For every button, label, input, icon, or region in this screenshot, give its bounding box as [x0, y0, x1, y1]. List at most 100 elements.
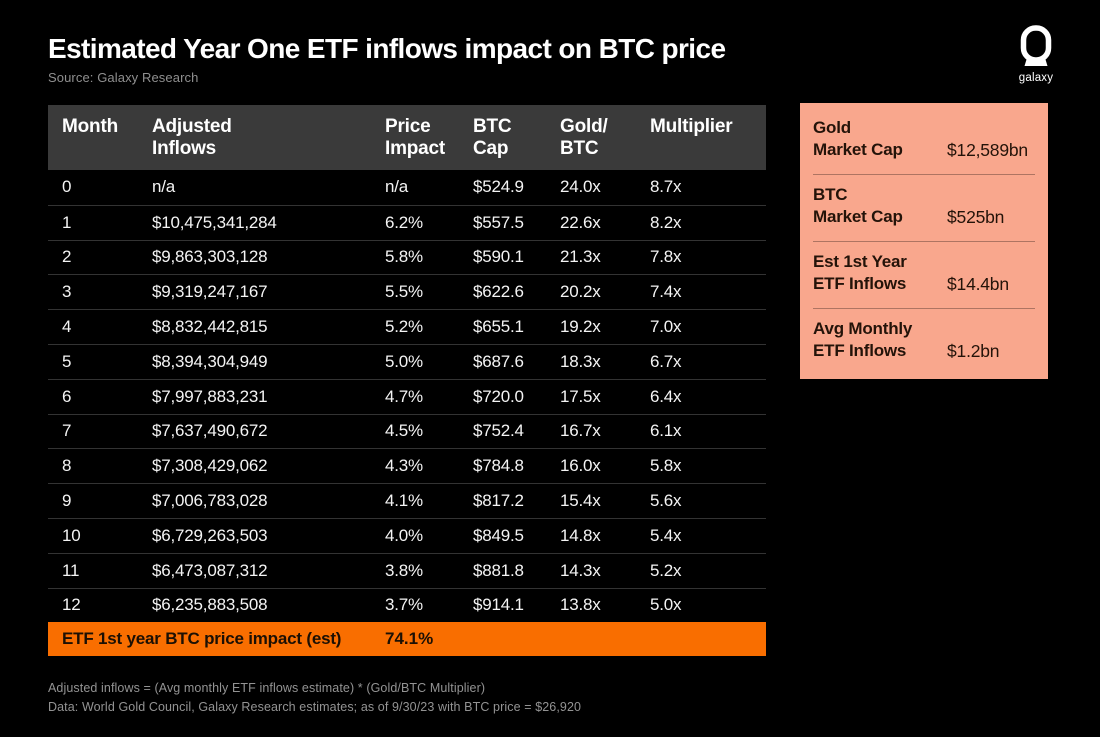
cell-multiplier: 6.1x: [650, 421, 682, 441]
summary-value: 74.1%: [385, 629, 434, 649]
cell-gold-btc: 20.2x: [560, 282, 601, 302]
cell-multiplier: 8.2x: [650, 212, 682, 232]
column-header-price-impact: Price Impact: [385, 116, 446, 159]
column-header-month: Month: [62, 116, 118, 137]
stat-value: $525bn: [947, 207, 1005, 227]
cell-price-impact: 4.1%: [385, 491, 423, 511]
table-row: 12 $6,235,883,508 3.7% $914.1 13.8x 5.0x: [48, 587, 766, 623]
cell-multiplier: 5.8x: [650, 456, 682, 476]
column-header-gold-btc: Gold/ BTC: [560, 116, 608, 159]
stat-value: $1.2bn: [947, 341, 1000, 361]
table-row: 10 $6,729,263,503 4.0% $849.5 14.8x 5.4x: [48, 517, 766, 553]
cell-price-impact: 5.5%: [385, 282, 423, 302]
page-title: Estimated Year One ETF inflows impact on…: [48, 33, 726, 64]
cell-adjusted-inflows: $6,729,263,503: [152, 525, 268, 545]
cell-btc-cap: $524.9: [473, 177, 524, 197]
galaxy-logo: galaxy: [1008, 25, 1064, 84]
cell-btc-cap: $720.0: [473, 386, 524, 406]
cell-gold-btc: 19.2x: [560, 317, 601, 337]
cell-multiplier: 7.0x: [650, 317, 682, 337]
cell-multiplier: 5.2x: [650, 560, 682, 580]
cell-adjusted-inflows: $10,475,341,284: [152, 212, 277, 232]
cell-multiplier: 8.7x: [650, 177, 682, 197]
cell-btc-cap: $784.8: [473, 456, 524, 476]
table-row: 3 $9,319,247,167 5.5% $622.6 20.2x 7.4x: [48, 274, 766, 310]
table-row: 11 $6,473,087,312 3.8% $881.8 14.3x 5.2x: [48, 552, 766, 588]
stat-label: Avg Monthly ETF Inflows: [813, 319, 913, 360]
cell-btc-cap: $849.5: [473, 525, 524, 545]
inflows-table: Month Adjusted Inflows Price Impact BTC Cap…: [48, 105, 766, 657]
footnote-line: Adjusted inflows = (Avg monthly ETF infl…: [48, 681, 486, 695]
cell-btc-cap: $817.2: [473, 491, 524, 511]
cell-multiplier: 5.4x: [650, 525, 682, 545]
cell-adjusted-inflows: $7,308,429,062: [152, 456, 268, 476]
cell-multiplier: 6.4x: [650, 386, 682, 406]
cell-multiplier: 7.4x: [650, 282, 682, 302]
cell-btc-cap: $590.1: [473, 247, 524, 267]
cell-month: 10: [62, 525, 81, 545]
cell-price-impact: 5.2%: [385, 317, 423, 337]
table-row: 5 $8,394,304,949 5.0% $687.6 18.3x 6.7x: [48, 343, 766, 379]
cell-gold-btc: 18.3x: [560, 351, 601, 371]
cell-btc-cap: $655.1: [473, 317, 524, 337]
stat-item: Est 1st Year ETF Inflows $14.4bn: [813, 241, 1035, 308]
cell-gold-btc: 16.0x: [560, 456, 601, 476]
stat-value: $12,589bn: [947, 140, 1028, 160]
cell-month: 9: [62, 491, 72, 511]
cell-month: 3: [62, 282, 72, 302]
column-header-btc-cap: BTC Cap: [473, 116, 512, 159]
cell-btc-cap: $881.8: [473, 560, 524, 580]
cell-adjusted-inflows: n/a: [152, 177, 176, 197]
cell-gold-btc: 14.8x: [560, 525, 601, 545]
galaxy-helmet-icon: [1008, 25, 1064, 69]
cell-gold-btc: 13.8x: [560, 595, 601, 615]
cell-gold-btc: 24.0x: [560, 177, 601, 197]
table-body: 0 n/a n/a $524.9 24.0x 8.7x 1 $10,475,341,284 6.…: [48, 170, 766, 623]
cell-multiplier: 6.7x: [650, 351, 682, 371]
cell-month: 6: [62, 386, 72, 406]
cell-price-impact: 4.7%: [385, 386, 423, 406]
cell-gold-btc: 17.5x: [560, 386, 601, 406]
cell-btc-cap: $914.1: [473, 595, 524, 615]
cell-gold-btc: 22.6x: [560, 212, 601, 232]
cell-price-impact: 4.3%: [385, 456, 423, 476]
table-header-row: Month Adjusted Inflows Price Impact BTC Cap…: [48, 105, 766, 170]
cell-price-impact: 5.0%: [385, 351, 423, 371]
summary-row: ETF 1st year BTC price impact (est) 74.1…: [48, 622, 766, 657]
footnotes: Adjusted inflows = (Avg monthly ETF infl…: [48, 679, 581, 716]
cell-adjusted-inflows: $7,997,883,231: [152, 386, 268, 406]
cell-gold-btc: 14.3x: [560, 560, 601, 580]
cell-price-impact: 4.5%: [385, 421, 423, 441]
footnote-line: Data: World Gold Council, Galaxy Researc…: [48, 699, 582, 714]
stat-label: BTC Market Cap: [813, 185, 903, 226]
cell-btc-cap: $557.5: [473, 212, 524, 232]
cell-btc-cap: $622.6: [473, 282, 524, 302]
stat-item: Avg Monthly ETF Inflows $1.2bn: [813, 308, 1035, 375]
cell-price-impact: 3.7%: [385, 595, 423, 615]
table-row: 7 $7,637,490,672 4.5% $752.4 16.7x 6.1x: [48, 413, 766, 449]
cell-multiplier: 5.6x: [650, 491, 682, 511]
cell-month: 2: [62, 247, 72, 267]
stat-label: Est 1st Year ETF Inflows: [813, 252, 907, 293]
cell-price-impact: n/a: [385, 177, 409, 197]
cell-btc-cap: $752.4: [473, 421, 524, 441]
table-row: 2 $9,863,303,128 5.8% $590.1 21.3x 7.8x: [48, 239, 766, 275]
cell-month: 4: [62, 317, 72, 337]
cell-month: 7: [62, 421, 72, 441]
table-row: 6 $7,997,883,231 4.7% $720.0 17.5x 6.4x: [48, 378, 766, 414]
table-row: 1 $10,475,341,284 6.2% $557.5 22.6x 8.2x: [48, 204, 766, 240]
galaxy-logo-wordmark: galaxy: [1018, 72, 1054, 84]
cell-adjusted-inflows: $7,006,783,028: [152, 491, 268, 511]
cell-multiplier: 5.0x: [650, 595, 682, 615]
source-label: Source: Galaxy Research: [48, 70, 199, 85]
stats-panel: Gold Market Cap $12,589bn BTC Market Cap $5…: [800, 103, 1048, 379]
cell-adjusted-inflows: $8,394,304,949: [152, 351, 268, 371]
summary-label: ETF 1st year BTC price impact (est): [62, 629, 342, 649]
cell-gold-btc: 15.4x: [560, 491, 601, 511]
cell-price-impact: 6.2%: [385, 212, 423, 232]
cell-adjusted-inflows: $9,863,303,128: [152, 247, 268, 267]
table-row: 8 $7,308,429,062 4.3% $784.8 16.0x 5.8x: [48, 448, 766, 484]
table-row: 9 $7,006,783,028 4.1% $817.2 15.4x 5.6x: [48, 483, 766, 518]
cell-month: 5: [62, 351, 72, 371]
